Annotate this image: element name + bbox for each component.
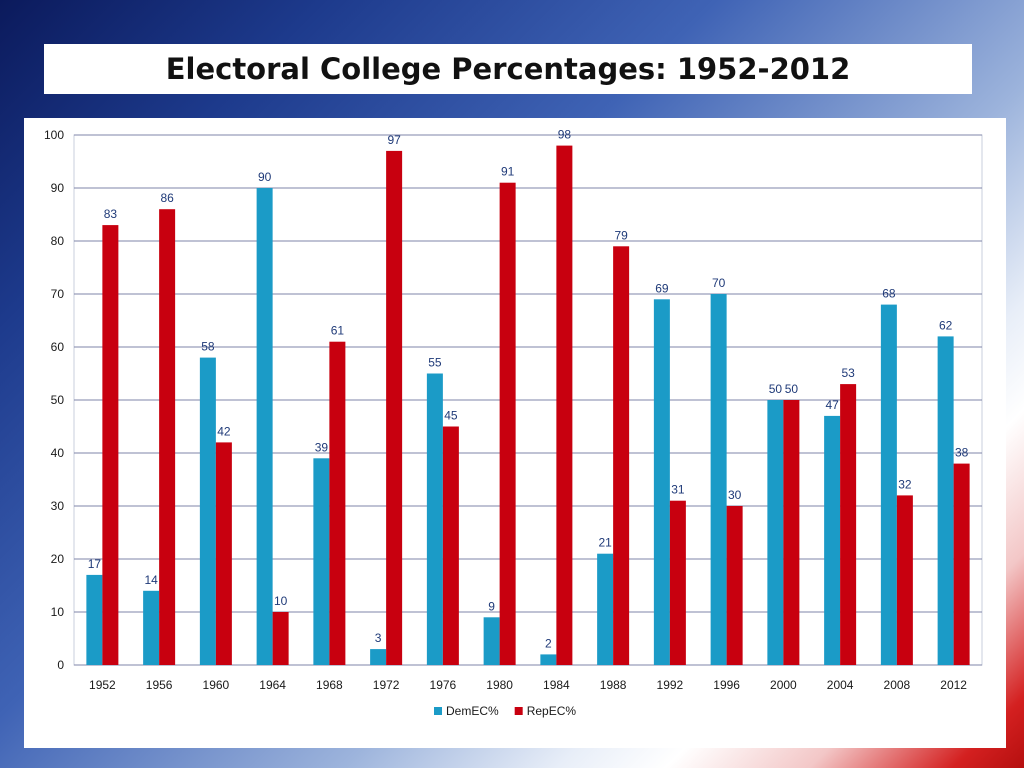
bar: [710, 294, 727, 665]
bar: [896, 495, 913, 665]
data-label: 21: [598, 536, 612, 550]
data-label: 14: [144, 573, 158, 587]
bar: [880, 304, 897, 665]
bar: [370, 649, 387, 665]
data-label: 53: [841, 366, 855, 380]
bar: [272, 612, 289, 665]
data-label: 30: [728, 488, 742, 502]
bar: [499, 182, 516, 665]
y-tick-label: 40: [51, 446, 65, 460]
data-label: 45: [444, 409, 458, 423]
data-label: 2: [545, 636, 552, 650]
bar: [256, 188, 273, 665]
bar: [483, 617, 500, 665]
data-label: 98: [558, 128, 572, 142]
y-tick-label: 30: [51, 499, 65, 513]
y-tick-label: 10: [51, 605, 65, 619]
data-label: 55: [428, 356, 442, 370]
bar: [937, 336, 954, 665]
data-label: 50: [769, 382, 783, 396]
x-tick-label: 1964: [259, 678, 286, 692]
x-tick-label: 1968: [316, 678, 343, 692]
y-tick-label: 50: [51, 393, 65, 407]
x-tick-label: 2004: [827, 678, 854, 692]
y-tick-label: 0: [57, 658, 64, 672]
bar: [540, 654, 557, 665]
data-label: 90: [258, 170, 272, 184]
legend-label: RepEC%: [527, 704, 577, 718]
data-label: 42: [217, 424, 231, 438]
data-label: 3: [375, 631, 382, 645]
chart-panel: 0 10 20 30 40 50 60 70 80 90 100 17 83 1952 14 86 1956 58…: [24, 118, 1006, 748]
data-label: 39: [315, 440, 329, 454]
bar-chart: 0 10 20 30 40 50 60 70 80 90 100 17 83 1952 14 86 1956 58…: [44, 128, 983, 718]
x-tick-label: 1996: [713, 678, 740, 692]
data-label: 32: [898, 477, 912, 491]
data-label: 31: [671, 483, 685, 497]
x-tick-label: 1988: [600, 678, 627, 692]
data-label: 91: [501, 165, 515, 179]
data-label: 62: [939, 318, 953, 332]
data-label: 86: [160, 191, 174, 205]
bar: [215, 442, 232, 665]
data-label: 47: [825, 398, 839, 412]
bar: [783, 400, 800, 665]
data-label: 17: [88, 557, 102, 571]
y-tick-label: 70: [51, 287, 65, 301]
bar: [442, 426, 459, 665]
x-tick-label: 1956: [146, 678, 173, 692]
data-label: 38: [955, 446, 969, 460]
x-tick-label: 2000: [770, 678, 797, 692]
bar: [199, 357, 216, 665]
bar: [653, 299, 670, 665]
x-tick-label: 1980: [486, 678, 513, 692]
bar: [86, 574, 103, 665]
bar: [313, 458, 330, 665]
data-label: 97: [387, 133, 401, 147]
data-label: 61: [331, 324, 345, 338]
data-label: 79: [614, 228, 628, 242]
x-tick-label: 1952: [89, 678, 116, 692]
bar: [669, 500, 686, 665]
x-tick-label: 1976: [430, 678, 457, 692]
y-tick-label: 90: [51, 181, 65, 195]
bar: [556, 145, 573, 666]
bar: [159, 209, 176, 665]
legend-label: DemEC%: [446, 704, 499, 718]
bar: [840, 384, 857, 665]
bar: [143, 590, 160, 665]
x-tick-label: 1992: [657, 678, 684, 692]
bar: [953, 463, 970, 665]
bar: [824, 415, 841, 665]
slide-title: Electoral College Percentages: 1952-2012: [165, 52, 851, 86]
bar: [613, 246, 630, 666]
x-tick-label: 1972: [373, 678, 400, 692]
y-tick-label: 20: [51, 552, 65, 566]
x-tick-label: 1960: [203, 678, 230, 692]
bar: [102, 225, 119, 665]
bar: [329, 341, 346, 665]
data-label: 70: [712, 276, 726, 290]
x-tick-label: 2012: [940, 678, 967, 692]
y-tick-label: 60: [51, 340, 65, 354]
x-tick-label: 1984: [543, 678, 570, 692]
y-tick-label: 80: [51, 234, 65, 248]
bar: [426, 373, 443, 665]
data-label: 58: [201, 340, 215, 354]
data-label: 9: [488, 599, 495, 613]
x-tick-label: 2008: [884, 678, 911, 692]
slide-title-box: Electoral College Percentages: 1952-2012: [44, 44, 972, 94]
bar: [726, 506, 743, 665]
bar: [597, 553, 614, 665]
data-label: 50: [785, 382, 799, 396]
legend-swatch: [514, 707, 523, 715]
data-label: 83: [104, 207, 118, 221]
data-label: 10: [274, 594, 288, 608]
data-label: 68: [882, 287, 896, 301]
y-tick-label: 100: [44, 128, 64, 142]
data-label: 69: [655, 281, 669, 295]
legend-swatch: [434, 707, 442, 715]
bar: [767, 400, 784, 665]
bar: [386, 150, 403, 665]
